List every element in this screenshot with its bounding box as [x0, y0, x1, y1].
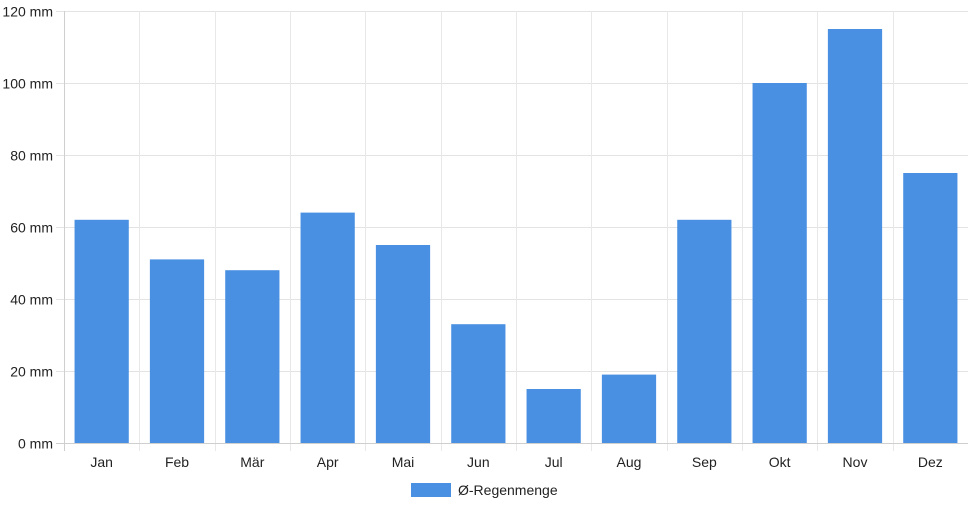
y-tick-labels: 0 mm 20 mm 40 mm 60 mm 80 mm 100 mm 120 mm	[2, 4, 53, 452]
bar-jan[interactable]	[74, 219, 129, 443]
bar-apr[interactable]	[300, 212, 355, 443]
x-tick-label: Apr	[317, 454, 339, 470]
y-tick-label: 0 mm	[18, 436, 53, 452]
bar-sep[interactable]	[677, 219, 732, 443]
x-tick-label: Jul	[545, 454, 563, 470]
y-tick-label: 20 mm	[10, 364, 53, 380]
bar-dez[interactable]	[903, 173, 958, 443]
x-tick-label: Nov	[843, 454, 868, 470]
bar-okt[interactable]	[752, 83, 807, 443]
bars	[74, 29, 958, 443]
bar-nov[interactable]	[827, 29, 883, 443]
x-tick-label: Mär	[240, 454, 264, 470]
y-tick-label: 60 mm	[10, 220, 53, 236]
x-tick-label: Feb	[165, 454, 189, 470]
axes	[56, 11, 968, 451]
bar-mär[interactable]	[225, 270, 280, 443]
x-tick-label: Dez	[918, 454, 943, 470]
bar-jul[interactable]	[526, 389, 581, 443]
x-tick-label: Mai	[392, 454, 415, 470]
y-tick-label: 120 mm	[2, 4, 53, 20]
y-tick-label: 40 mm	[10, 292, 53, 308]
legend[interactable]: Ø-Regenmenge	[411, 482, 558, 498]
y-tick-label: 80 mm	[10, 148, 53, 164]
x-tick-label: Jan	[90, 454, 113, 470]
x-tick-label: Aug	[617, 454, 642, 470]
bar-feb[interactable]	[149, 259, 205, 443]
legend-swatch	[411, 483, 451, 497]
x-tick-label: Sep	[692, 454, 717, 470]
x-tick-label: Jun	[467, 454, 490, 470]
bar-jun[interactable]	[451, 324, 506, 443]
bar-aug[interactable]	[601, 374, 657, 443]
grid-lines	[56, 11, 968, 451]
x-tick-label: Okt	[769, 454, 791, 470]
y-tick-label: 100 mm	[2, 76, 53, 92]
bar-mai[interactable]	[375, 245, 431, 443]
x-tick-labels: Jan Feb Mär Apr Mai Jun Jul Aug Sep Okt Nov Dez	[90, 454, 942, 470]
legend-label: Ø-Regenmenge	[458, 482, 558, 498]
